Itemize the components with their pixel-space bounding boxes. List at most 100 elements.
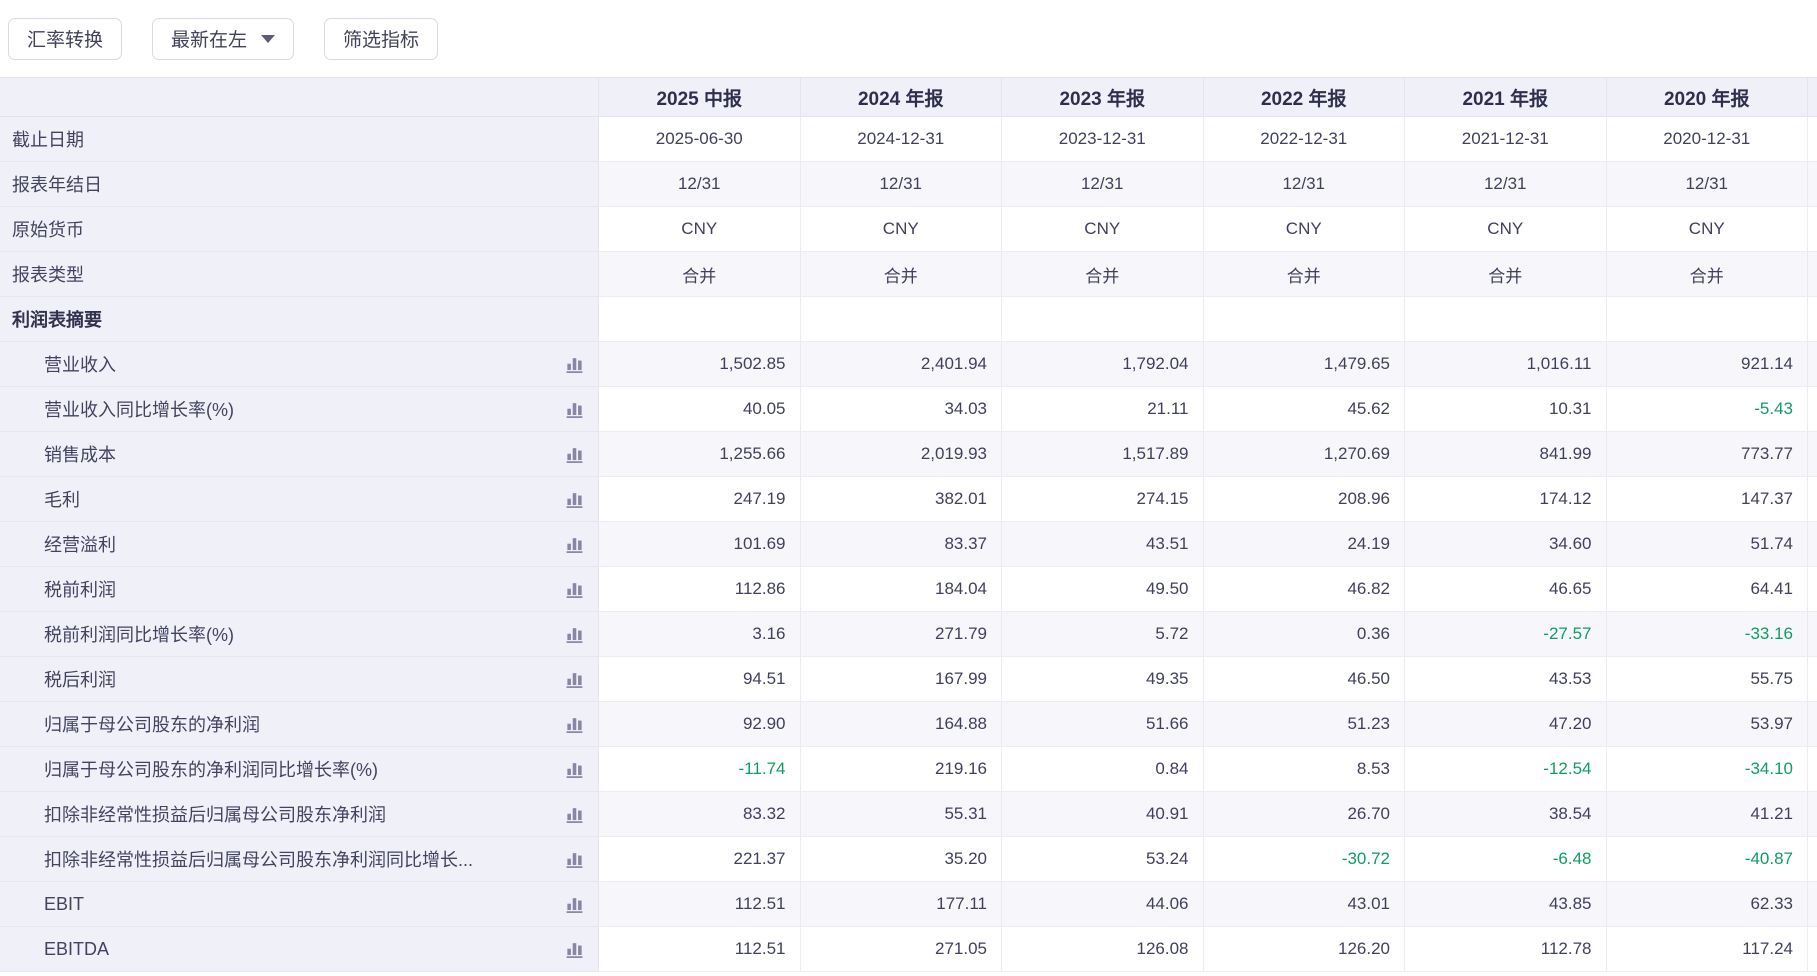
bar-chart-icon[interactable] — [565, 580, 584, 599]
value-cell-clipped — [1807, 477, 1817, 522]
value-cell: 1,479.65 — [1202, 342, 1404, 387]
value-cell: -33.16 — [1605, 612, 1807, 657]
table-header-row: 2025 中报 2024 年报 2023 年报 2022 年报 2021 年报 2020 … — [0, 77, 1817, 117]
row-label: 截止日期 — [0, 117, 598, 162]
bar-chart-icon[interactable] — [565, 355, 584, 374]
row-label-text: EBIT — [44, 893, 85, 914]
value-cell: 24.19 — [1202, 522, 1404, 567]
column-header: 2020 年报 — [1605, 78, 1807, 117]
value-cell: 合并 — [1404, 252, 1606, 297]
bar-chart-icon[interactable] — [565, 940, 584, 959]
value-cell: 0.36 — [1202, 612, 1404, 657]
value-cell: 10.31 — [1404, 387, 1606, 432]
row-label-text: 截止日期 — [12, 130, 84, 150]
filter-indicators-button[interactable]: 筛选指标 — [324, 17, 439, 60]
value-cell: 1,255.66 — [598, 432, 800, 477]
value-cell: 126.08 — [1001, 927, 1203, 972]
row-label-text: 税前利润 — [44, 580, 116, 600]
value-cell: 合并 — [1202, 252, 1404, 297]
value-cell: 43.85 — [1404, 882, 1606, 927]
column-header: 2023 年报 — [1001, 78, 1203, 117]
value-cell-clipped — [1807, 657, 1817, 702]
row-label: 税前利润同比增长率(%) — [0, 612, 598, 657]
value-cell: 2024-12-31 — [799, 117, 1001, 162]
value-cell: 62.33 — [1605, 882, 1807, 927]
bar-chart-icon[interactable] — [565, 400, 584, 419]
value-cell-clipped — [1807, 612, 1817, 657]
value-cell-clipped — [1807, 522, 1817, 567]
table-row: 毛利 247.19 382.01 274.15 208.96 174.12 147.37 — [0, 477, 1817, 522]
value-cell: 35.20 — [799, 837, 1001, 882]
row-label: 报表类型 — [0, 252, 598, 297]
value-cell: 274.15 — [1001, 477, 1203, 522]
value-cell: 382.01 — [799, 477, 1001, 522]
value-cell: CNY — [598, 207, 800, 252]
table-row: 截止日期 2025-06-30 2024-12-31 2023-12-31 2022-1… — [0, 117, 1817, 162]
value-cell: 112.51 — [598, 882, 800, 927]
value-cell: 112.51 — [598, 927, 800, 972]
bar-chart-icon[interactable] — [565, 805, 584, 824]
value-cell: 841.99 — [1404, 432, 1606, 477]
value-cell: 5.72 — [1001, 612, 1203, 657]
bar-chart-icon[interactable] — [565, 715, 584, 734]
bar-chart-icon[interactable] — [565, 625, 584, 644]
value-cell: 2023-12-31 — [1001, 117, 1203, 162]
row-label-text: 经营溢利 — [44, 535, 116, 555]
value-cell: 2,019.93 — [799, 432, 1001, 477]
value-cell: 101.69 — [598, 522, 800, 567]
value-cell-clipped — [1807, 117, 1817, 162]
section-title: 利润表摘要 — [0, 297, 598, 342]
row-label: 毛利 — [0, 477, 598, 522]
value-cell: 112.78 — [1404, 927, 1606, 972]
value-cell: 合并 — [799, 252, 1001, 297]
value-cell-clipped — [1807, 747, 1817, 792]
exchange-rate-button[interactable]: 汇率转换 — [8, 17, 123, 60]
row-label: 税后利润 — [0, 657, 598, 702]
value-cell-clipped — [1807, 207, 1817, 252]
chevron-down-icon — [261, 34, 276, 43]
table-row: 税前利润同比增长率(%) 3.16 271.79 5.72 0.36 -27.57 -33.… — [0, 612, 1817, 657]
toolbar: 汇率转换 最新在左 筛选指标 — [0, 0, 1817, 66]
value-cell: -30.72 — [1202, 837, 1404, 882]
table-row: 销售成本 1,255.66 2,019.93 1,517.89 1,270.69 841.… — [0, 432, 1817, 477]
value-cell: 51.74 — [1605, 522, 1807, 567]
value-cell: 21.11 — [1001, 387, 1203, 432]
bar-chart-icon[interactable] — [565, 895, 584, 914]
table-row: 利润表摘要 — [0, 297, 1817, 342]
table-row: 扣除非经常性损益后归属母公司股东净利润 83.32 55.31 40.91 26.70 3… — [0, 792, 1817, 837]
financial-table: 2025 中报 2024 年报 2023 年报 2022 年报 2021 年报 2020 … — [0, 77, 1817, 972]
value-cell-clipped — [1807, 387, 1817, 432]
value-cell: 51.23 — [1202, 702, 1404, 747]
bar-chart-icon[interactable] — [565, 535, 584, 554]
row-label: 归属于母公司股东的净利润 — [0, 702, 598, 747]
bar-chart-icon[interactable] — [565, 670, 584, 689]
row-label-text: EBITDA — [44, 938, 110, 959]
row-label: 扣除非经常性损益后归属母公司股东净利润同比增长... — [0, 837, 598, 882]
value-cell: 174.12 — [1404, 477, 1606, 522]
bar-chart-icon[interactable] — [565, 490, 584, 509]
row-label-text: 扣除非经常性损益后归属母公司股东净利润 — [44, 805, 386, 825]
value-cell — [1001, 297, 1203, 342]
value-cell: 94.51 — [598, 657, 800, 702]
row-label-text: 利润表摘要 — [12, 310, 102, 330]
table-row: 税前利润 112.86 184.04 49.50 46.82 46.65 64.41 — [0, 567, 1817, 612]
row-label: 经营溢利 — [0, 522, 598, 567]
row-label-text: 销售成本 — [44, 445, 116, 465]
column-header-clipped — [1807, 78, 1817, 117]
bar-chart-icon[interactable] — [565, 445, 584, 464]
value-cell: 164.88 — [799, 702, 1001, 747]
bar-chart-icon[interactable] — [565, 760, 584, 779]
bar-chart-icon[interactable] — [565, 850, 584, 869]
row-label-text: 原始货币 — [12, 220, 84, 240]
row-label: 营业收入同比增长率(%) — [0, 387, 598, 432]
row-label-text: 毛利 — [44, 490, 80, 510]
value-cell: 12/31 — [1202, 162, 1404, 207]
value-cell-clipped — [1807, 162, 1817, 207]
value-cell: 1,502.85 — [598, 342, 800, 387]
value-cell: 53.97 — [1605, 702, 1807, 747]
row-label-text: 报表类型 — [12, 265, 84, 285]
row-label-text: 税后利润 — [44, 670, 116, 690]
sort-order-dropdown[interactable]: 最新在左 — [152, 17, 295, 60]
value-cell: 83.32 — [598, 792, 800, 837]
value-cell: 271.05 — [799, 927, 1001, 972]
